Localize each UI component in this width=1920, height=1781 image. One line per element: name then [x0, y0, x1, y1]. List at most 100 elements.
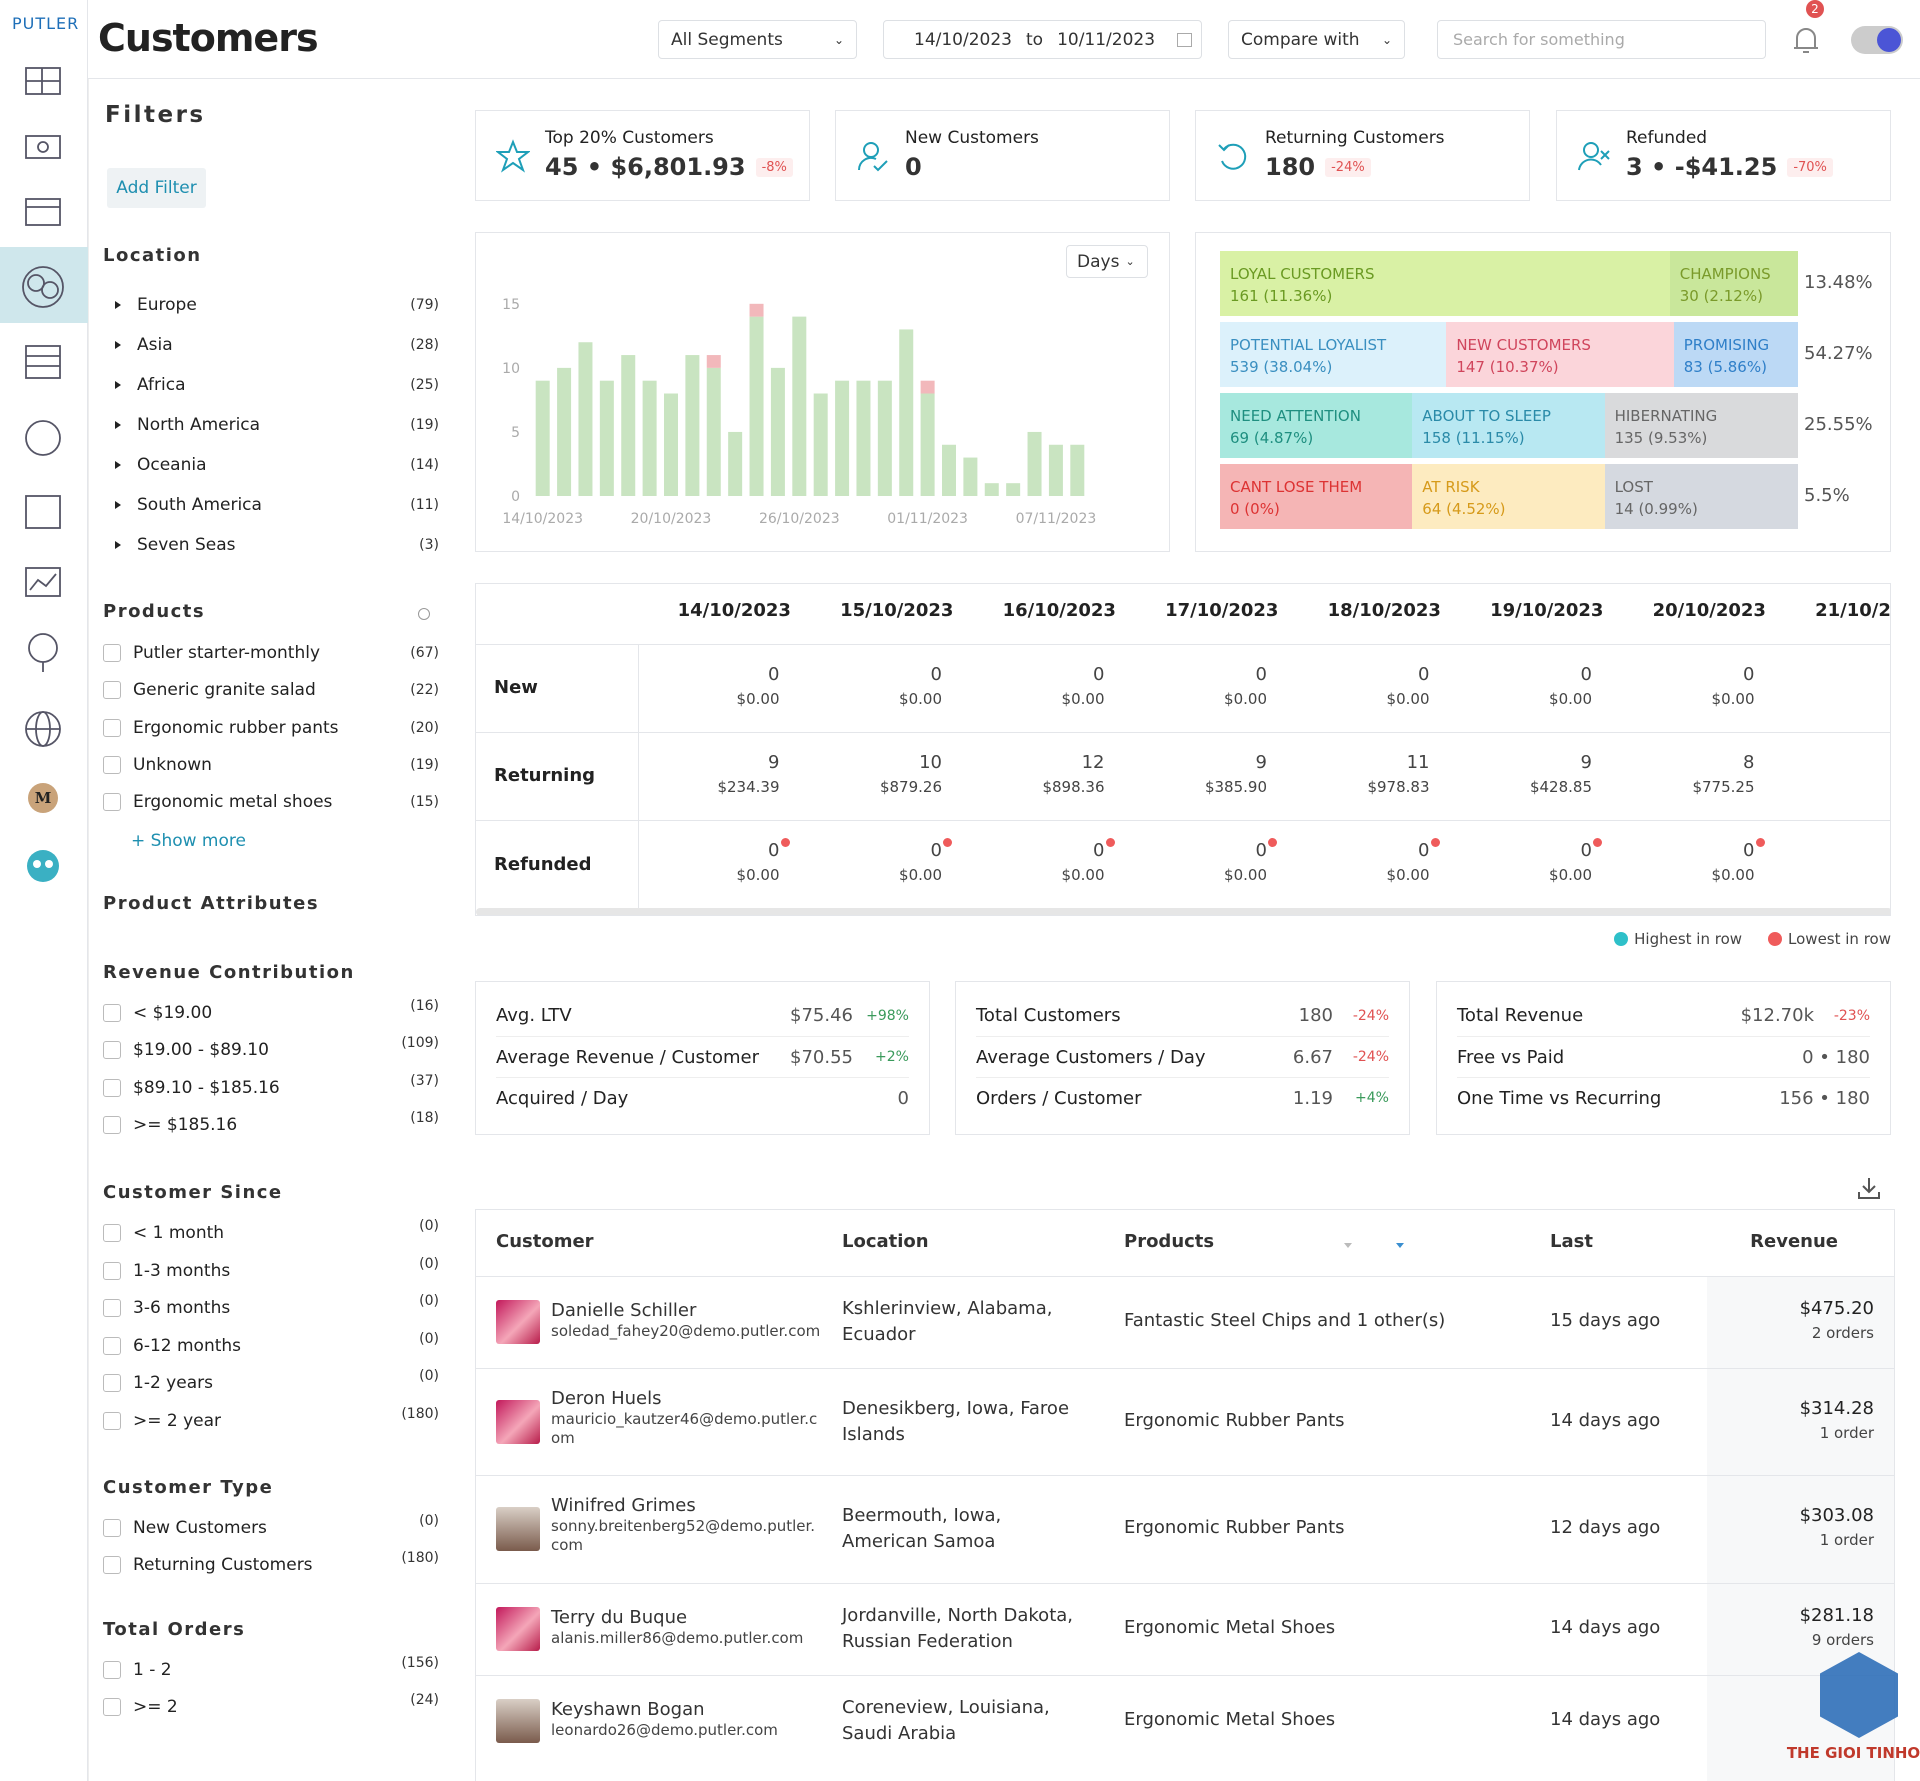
compare-select[interactable]: Compare with ⌄ — [1228, 20, 1405, 59]
row-divider — [476, 1475, 1894, 1476]
daily-cell: 12 $898.36 — [964, 750, 1127, 796]
segment-cell[interactable]: POTENTIAL LOYALIST 539 (38.04%) — [1220, 322, 1447, 387]
date-range[interactable]: 14/10/2023 to 10/11/2023 — [883, 20, 1202, 59]
nav-customers[interactable] — [27, 274, 45, 292]
filter-item[interactable]: 6-12 months (0) — [103, 1331, 439, 1361]
filter-label: Europe — [137, 295, 197, 315]
download-icon[interactable] — [1857, 1176, 1881, 1200]
filter-item[interactable]: 1 - 2 (156) — [103, 1655, 439, 1685]
filter-item[interactable]: >= 2 year (180) — [103, 1406, 439, 1436]
checkbox — [103, 718, 121, 737]
segment-cell[interactable]: LOST 14 (0.99%) — [1604, 464, 1798, 529]
kpi-icon — [496, 139, 530, 173]
period-select[interactable]: Days ⌄ — [1066, 245, 1148, 278]
filter-item[interactable]: North America (19) — [103, 410, 439, 440]
filter-item[interactable]: New Customers (0) — [103, 1513, 439, 1543]
filter-item[interactable]: 1-3 months (0) — [103, 1256, 439, 1286]
segment-detail: 161 (11.36%) — [1230, 287, 1333, 305]
segment-cell[interactable]: PROMISING 83 (5.86%) — [1673, 322, 1799, 387]
filter-item[interactable]: Unknown (19) — [103, 750, 439, 780]
segment-cell[interactable]: LOYAL CUSTOMERS 161 (11.36%) — [1220, 251, 1670, 316]
avatar[interactable]: M — [28, 783, 58, 813]
segment-cell[interactable]: NEW CUSTOMERS 147 (10.37%) — [1446, 322, 1674, 387]
filter-section-title: Product Attributes — [103, 893, 320, 914]
segment-cell[interactable]: ABOUT TO SLEEP 158 (11.15%) — [1412, 393, 1605, 458]
segment-select[interactable]: All Segments ⌄ — [658, 20, 857, 59]
bell-icon[interactable] — [1791, 24, 1821, 56]
bar-segment — [920, 380, 935, 394]
nav-insights[interactable] — [25, 567, 61, 597]
filter-item[interactable]: $19.00 - $89.10 (109) — [103, 1035, 439, 1065]
search-input[interactable]: Search for something — [1437, 20, 1766, 59]
filters-border — [88, 79, 89, 1781]
checkbox — [103, 1004, 121, 1022]
customer-location: Kshlerinview, Alabama, Ecuador — [842, 1298, 1053, 1345]
count: 11 — [1406, 752, 1430, 773]
filter-count: (25) — [410, 377, 439, 393]
filter-item[interactable]: Africa (25) — [103, 370, 439, 400]
count: 10 — [919, 752, 942, 773]
filter-item[interactable]: < $19.00 (16) — [103, 998, 439, 1028]
count: 0 — [1418, 840, 1430, 861]
filter-item[interactable]: Ergonomic metal shoes (15) — [103, 787, 439, 817]
filter-count: (0) — [419, 1255, 439, 1272]
count: 0 — [1743, 664, 1755, 685]
nav-audience[interactable] — [25, 495, 61, 529]
filter-item[interactable]: Europe (79) — [103, 290, 439, 320]
filter-item[interactable]: Oceania (14) — [103, 450, 439, 480]
nav-bot[interactable] — [27, 850, 59, 882]
cell-count: 0 — [1127, 838, 1277, 864]
segment-cell[interactable]: CANT LOSE THEM 0 (0%) — [1220, 464, 1413, 529]
kpi-value: 3 • -$41.25 — [1626, 153, 1778, 181]
cell-amount: $0.00 — [1386, 690, 1430, 708]
stat-label: Total Customers — [976, 1005, 1121, 1026]
filter-item[interactable]: 3-6 months (0) — [103, 1293, 439, 1323]
filter-item[interactable]: Asia (28) — [103, 330, 439, 360]
bar-segment — [920, 393, 935, 496]
stat-row: Average Customers / Day 6.67 -24% — [976, 1036, 1389, 1077]
cell-count: 9 — [639, 750, 779, 776]
filter-item[interactable]: South America (11) — [103, 490, 439, 520]
checkbox — [103, 755, 121, 774]
show-more-link[interactable]: + Show more — [131, 831, 246, 851]
theme-toggle[interactable] — [1851, 26, 1903, 54]
filter-item[interactable]: Seven Seas (3) — [103, 530, 439, 560]
segment-cell[interactable]: CHAMPIONS 30 (2.12%) — [1669, 251, 1798, 316]
segment-cell[interactable]: NEED ATTENTION 69 (4.87%) — [1220, 393, 1413, 458]
segment-cell[interactable]: AT RISK 64 (4.52%) — [1412, 464, 1605, 529]
customer-cell: Danielle Schiller soledad_fahey20@demo.pu… — [551, 1300, 821, 1341]
filter-item[interactable]: Ergonomic rubber pants (20) — [103, 713, 439, 743]
row-label: New — [494, 677, 538, 698]
nav-icons[interactable] — [0, 0, 88, 900]
segment-cell[interactable]: HIBERNATING 135 (9.53%) — [1604, 393, 1798, 458]
stat-change: -23% — [1833, 1007, 1870, 1024]
add-filter-button[interactable]: Add Filter — [107, 168, 206, 208]
nav-sales[interactable] — [25, 135, 61, 159]
nav-transactions[interactable] — [25, 345, 61, 379]
cell-amount: $234.39 — [717, 778, 780, 796]
filter-count: (22) — [410, 682, 439, 699]
filter-item[interactable]: 1-2 years (0) — [103, 1368, 439, 1398]
stat-row: Orders / Customer 1.19 +4% — [976, 1077, 1389, 1118]
legend-item: Highest in row — [1614, 930, 1742, 948]
nav-subscriptions[interactable] — [25, 420, 61, 456]
filter-label: 3-6 months — [133, 1298, 231, 1318]
legend-dot — [1614, 932, 1629, 946]
filter-item[interactable]: Generic granite salad (22) — [103, 675, 439, 705]
cell-amount: $775.25 — [1692, 778, 1755, 796]
column-header[interactable]: Revenue — [1750, 1231, 1838, 1252]
nav-products[interactable] — [25, 198, 61, 226]
filter-item[interactable]: >= 2 (24) — [103, 1692, 439, 1722]
customer-revenue: $475.20 — [1799, 1298, 1874, 1319]
page-title: Customers — [98, 16, 319, 60]
count: 0 — [1418, 664, 1430, 685]
lowest-dot — [1755, 838, 1765, 847]
filter-item[interactable]: $89.10 - $185.16 (37) — [103, 1073, 439, 1103]
filter-item[interactable]: Putler starter-monthly (67) — [103, 638, 439, 668]
filter-item[interactable]: < 1 month (0) — [103, 1218, 439, 1248]
filter-item[interactable]: Returning Customers (180) — [103, 1550, 439, 1580]
column-header[interactable]: Last — [1550, 1231, 1593, 1252]
filter-item[interactable]: >= $185.16 (18) — [103, 1110, 439, 1140]
segment-detail: 0 (0%) — [1230, 500, 1280, 518]
kpi-icon — [857, 142, 888, 172]
